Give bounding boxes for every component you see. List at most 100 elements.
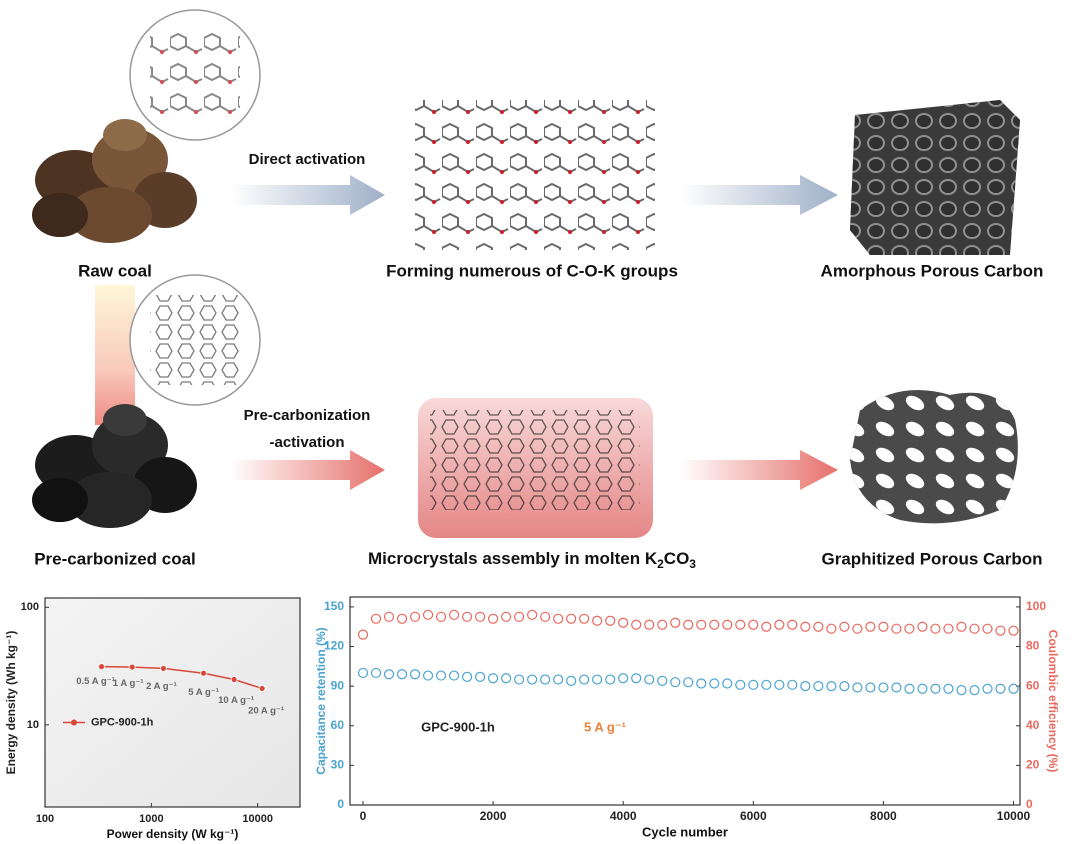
- y2-tick-label: 80: [1026, 639, 1040, 653]
- data-point: [852, 682, 863, 693]
- data-point: [852, 623, 863, 634]
- y-tick-label: 120: [324, 639, 344, 653]
- x-tick-label: 0: [360, 809, 367, 823]
- data-point: [709, 678, 720, 689]
- y2-tick-label: 40: [1026, 718, 1040, 732]
- x-tick-label: 1000: [139, 813, 163, 825]
- x-tick-label: 10000: [242, 813, 273, 825]
- data-point: [878, 682, 889, 693]
- data-point: [813, 621, 824, 632]
- data-point: [128, 663, 136, 671]
- data-point: [501, 611, 512, 622]
- molecule-sketch: [150, 30, 240, 120]
- y2-axis-label: Coulombic efficiency (%): [1046, 630, 1060, 773]
- data-point: [514, 611, 525, 622]
- data-point: [474, 611, 486, 622]
- arrow-label: Direct activation: [249, 151, 366, 168]
- data-point: [422, 609, 434, 620]
- data-point: [657, 675, 668, 686]
- data-point: [826, 681, 837, 692]
- label-part: CO: [664, 549, 690, 568]
- data-point: [566, 675, 577, 686]
- data-point: [527, 674, 538, 685]
- data-point: [904, 623, 915, 634]
- data-point: [488, 673, 499, 684]
- data-point: [396, 613, 408, 624]
- data-point: [409, 669, 421, 680]
- arrow: [230, 175, 385, 215]
- data-point: [891, 623, 902, 634]
- data-point: [579, 674, 590, 685]
- data-point: [553, 674, 564, 685]
- label: Graphitized Porous Carbon: [821, 549, 1042, 568]
- label: Raw coal: [78, 261, 152, 280]
- arrow-label: Pre-carbonization: [244, 407, 371, 424]
- data-point: [383, 611, 395, 622]
- data-point: [865, 682, 876, 693]
- data-point: [230, 676, 238, 683]
- data-point: [995, 625, 1006, 636]
- data-point: [722, 678, 733, 689]
- y-tick-label: 10: [27, 719, 39, 731]
- x-axis-label: Power density (W kg⁻¹): [107, 827, 239, 841]
- data-point: [696, 619, 707, 630]
- data-point: [787, 619, 798, 630]
- label-part: 2: [657, 557, 664, 571]
- x-axis-label: Cycle number: [642, 824, 728, 839]
- label: Pre-carbonized coal: [34, 549, 196, 568]
- data-point: [813, 681, 824, 692]
- data-point: [461, 611, 473, 622]
- y-tick-label: 90: [331, 678, 345, 692]
- data-point: [357, 667, 369, 679]
- data-point: [995, 683, 1006, 694]
- data-point: [160, 665, 167, 672]
- data-point: [839, 621, 850, 632]
- label: Microcrystals assembly in molten K2CO3: [368, 549, 696, 571]
- data-point: [709, 619, 720, 630]
- data-point: [917, 621, 928, 632]
- data-point: [435, 670, 447, 681]
- x-tick-label: 6000: [740, 809, 767, 823]
- point-label: 10 A g⁻¹: [218, 695, 254, 706]
- data-point: [969, 623, 980, 634]
- precarbonized-coal-image: [32, 404, 197, 528]
- x-tick-label: 8000: [870, 809, 897, 823]
- y-tick-label: 150: [324, 599, 344, 613]
- arrow: [230, 450, 385, 490]
- data-point: [930, 623, 941, 634]
- y-tick-label: 0: [337, 797, 344, 811]
- data-point: [258, 685, 266, 692]
- data-point: [605, 615, 616, 626]
- data-point: [878, 621, 889, 632]
- data-point: [540, 611, 551, 622]
- data-point: [383, 669, 395, 680]
- data-point: [761, 621, 772, 632]
- x-tick-label: 100: [36, 813, 54, 825]
- data-point: [943, 623, 954, 634]
- data-point: [917, 683, 928, 694]
- plot-background: [45, 598, 300, 807]
- point-label: 1 A g⁻¹: [113, 678, 144, 689]
- data-point: [826, 623, 837, 634]
- y-axis-label: Capacitance retention (%): [314, 627, 328, 774]
- data-point: [891, 682, 902, 693]
- data-point: [657, 619, 668, 630]
- data-point: [774, 679, 785, 690]
- arrow: [680, 450, 838, 490]
- data-point: [982, 623, 993, 634]
- data-point: [357, 629, 369, 640]
- data-point: [943, 683, 954, 694]
- data-point: [461, 671, 473, 682]
- data-point: [579, 613, 590, 624]
- data-point: [631, 619, 642, 630]
- data-point: [722, 619, 733, 630]
- label: Forming numerous of C-O-K groups: [386, 261, 678, 280]
- data-point: [787, 679, 798, 690]
- molecule-sketch: [150, 295, 240, 385]
- data-point: [670, 677, 681, 688]
- data-point: [592, 615, 603, 626]
- data-point: [370, 613, 382, 624]
- data-point: [592, 674, 603, 685]
- data-point: [618, 617, 629, 628]
